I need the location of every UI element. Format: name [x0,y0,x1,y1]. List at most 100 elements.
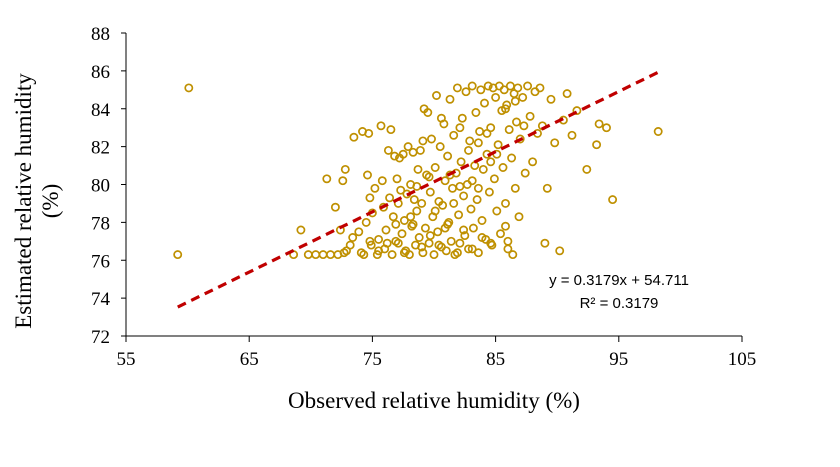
data-point [432,91,441,100]
data-point [425,187,435,197]
data-point [399,248,409,258]
data-point [427,134,436,144]
data-point [396,185,406,195]
x-tick-label: 105 [728,349,757,370]
data-point [408,147,418,157]
trendline-r-squared: R² = 0.3179 [580,295,659,312]
data-point [430,163,440,172]
data-point [330,202,340,212]
data-point [477,233,487,242]
data-point [406,212,416,222]
data-point [510,183,520,193]
data-point [471,108,481,117]
data-point [436,113,446,123]
data-point [550,138,560,148]
data-point [473,138,483,148]
data-point [602,123,611,133]
data-point [452,83,462,93]
data-point [464,244,473,254]
y-tick-label: 84 [91,100,111,121]
data-point [480,98,489,108]
data-point [473,248,483,258]
data-point [535,83,545,93]
data-points [173,81,663,260]
data-point [408,219,418,229]
data-point [356,248,366,258]
data-point [486,157,496,167]
data-point [354,227,364,237]
data-point [507,153,517,163]
data-point [501,104,510,114]
data-point [467,81,477,91]
data-point [438,200,448,210]
data-point [311,250,321,260]
data-point [446,236,456,246]
data-point [414,233,424,242]
data-point [502,100,512,110]
data-point [608,195,618,205]
data-point [466,204,476,214]
y-tick-label: 78 [91,213,110,234]
data-point [425,231,435,241]
data-point [418,136,428,146]
data-point [374,234,384,244]
data-point [345,240,355,250]
data-point [322,174,332,184]
data-point [397,229,407,239]
data-point [435,142,445,152]
data-point [476,85,486,95]
data-point [440,176,450,186]
data-point [399,216,409,225]
data-point [296,225,306,235]
data-point [486,238,496,248]
data-point [338,176,348,186]
data-point [482,128,492,138]
data-point [572,106,582,116]
data-point [423,108,433,117]
data-point [303,250,313,260]
data-point [582,164,592,174]
data-point [484,187,494,197]
data-point [567,130,577,140]
data-point [348,233,358,242]
data-point [456,157,466,167]
x-axis-title: Observed relative humidity (%) [288,388,580,413]
data-point [363,170,372,180]
data-point [445,170,455,180]
data-point [340,164,350,174]
x-tick-label: 85 [486,349,505,370]
data-point [386,125,396,135]
data-point [441,246,451,256]
data-point [424,238,434,248]
data-point [391,219,401,229]
data-point [387,250,397,260]
data-point [496,229,505,239]
data-point [464,145,473,155]
data-point [473,183,483,193]
data-point [467,244,477,254]
y-axis-title-line-2: (%) [38,184,63,218]
data-point [455,181,465,191]
data-point [339,248,349,258]
data-point [349,132,359,142]
data-point [433,227,443,237]
data-point [424,172,434,182]
data-point [361,217,371,227]
data-point [420,223,430,233]
data-point [503,236,513,246]
data-point [499,85,509,95]
data-point [409,195,419,205]
data-point [514,212,524,222]
data-point [491,92,501,102]
data-point [455,123,465,133]
data-point [470,161,480,171]
x-tick-label: 65 [240,349,259,370]
data-point [462,180,472,189]
data-point [434,240,444,250]
data-point [326,250,335,260]
data-point [512,117,521,127]
data-point [461,87,471,97]
data-point [383,145,393,155]
data-point [515,134,525,144]
data-point [478,164,488,174]
